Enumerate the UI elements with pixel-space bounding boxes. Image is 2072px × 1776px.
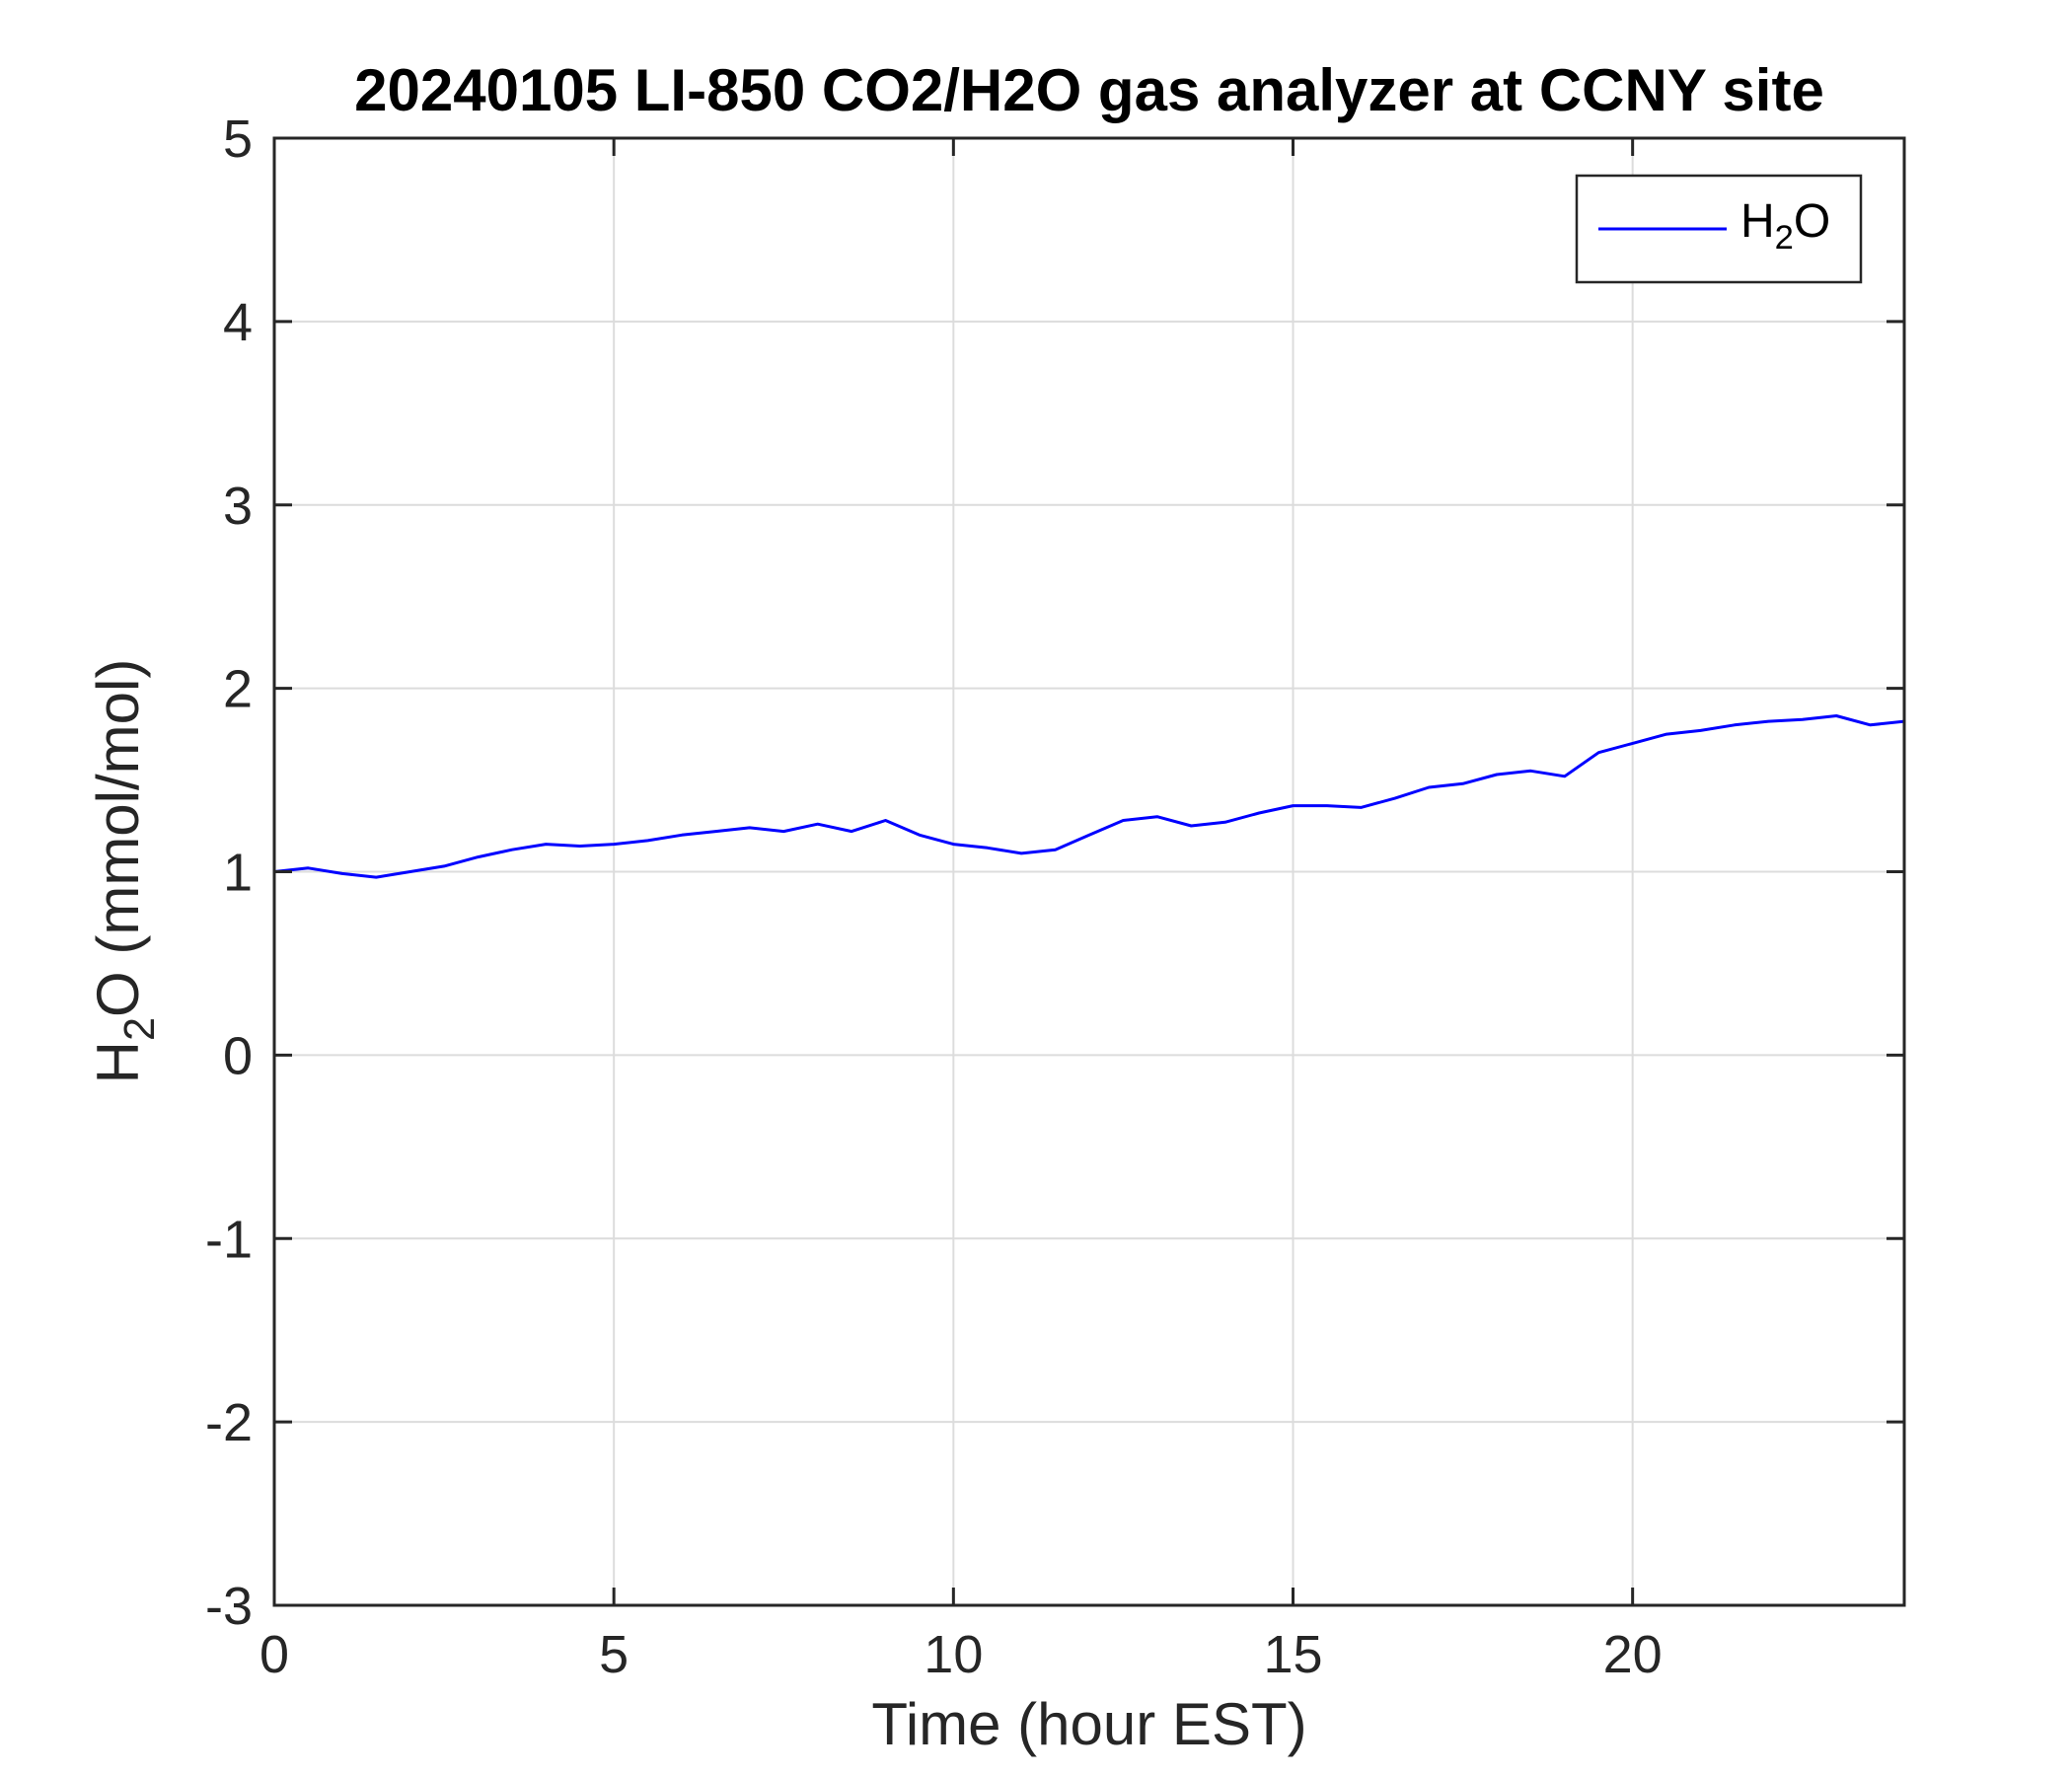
legend-label-h2o: H2O bbox=[1740, 195, 1830, 257]
y-tick-label: 5 bbox=[223, 110, 253, 169]
y-axis-label: H2O (mmol/mol) bbox=[85, 659, 164, 1084]
x-tick-label: 5 bbox=[599, 1625, 629, 1684]
y-tick-label: 3 bbox=[223, 477, 253, 536]
x-tick-label: 0 bbox=[259, 1625, 289, 1684]
tick-labels: 0 5 10 15 20 -3 -2 -1 0 1 2 3 4 5 bbox=[205, 110, 1663, 1684]
y-tick-label: -3 bbox=[205, 1577, 253, 1636]
series-group bbox=[273, 714, 1905, 879]
chart-title: 20240105 LI-850 CO2/H2O gas analyzer at … bbox=[354, 57, 1824, 123]
y-tick-label: -2 bbox=[205, 1393, 253, 1452]
x-axis-label: Time (hour EST) bbox=[871, 1691, 1306, 1757]
x-tick-label: 20 bbox=[1603, 1625, 1663, 1684]
y-tick-label: -1 bbox=[205, 1210, 253, 1269]
y-tick-label: 1 bbox=[223, 844, 253, 903]
y-tick-label: 4 bbox=[223, 293, 253, 352]
x-tick-label: 15 bbox=[1263, 1625, 1322, 1684]
legend: H2O bbox=[1575, 174, 1863, 284]
y-tick-label: 2 bbox=[223, 660, 253, 719]
series-line-h2o bbox=[273, 714, 1905, 879]
x-tick-label: 10 bbox=[924, 1625, 983, 1684]
tick-marks bbox=[272, 136, 1904, 1607]
y-tick-label: 0 bbox=[223, 1026, 253, 1085]
